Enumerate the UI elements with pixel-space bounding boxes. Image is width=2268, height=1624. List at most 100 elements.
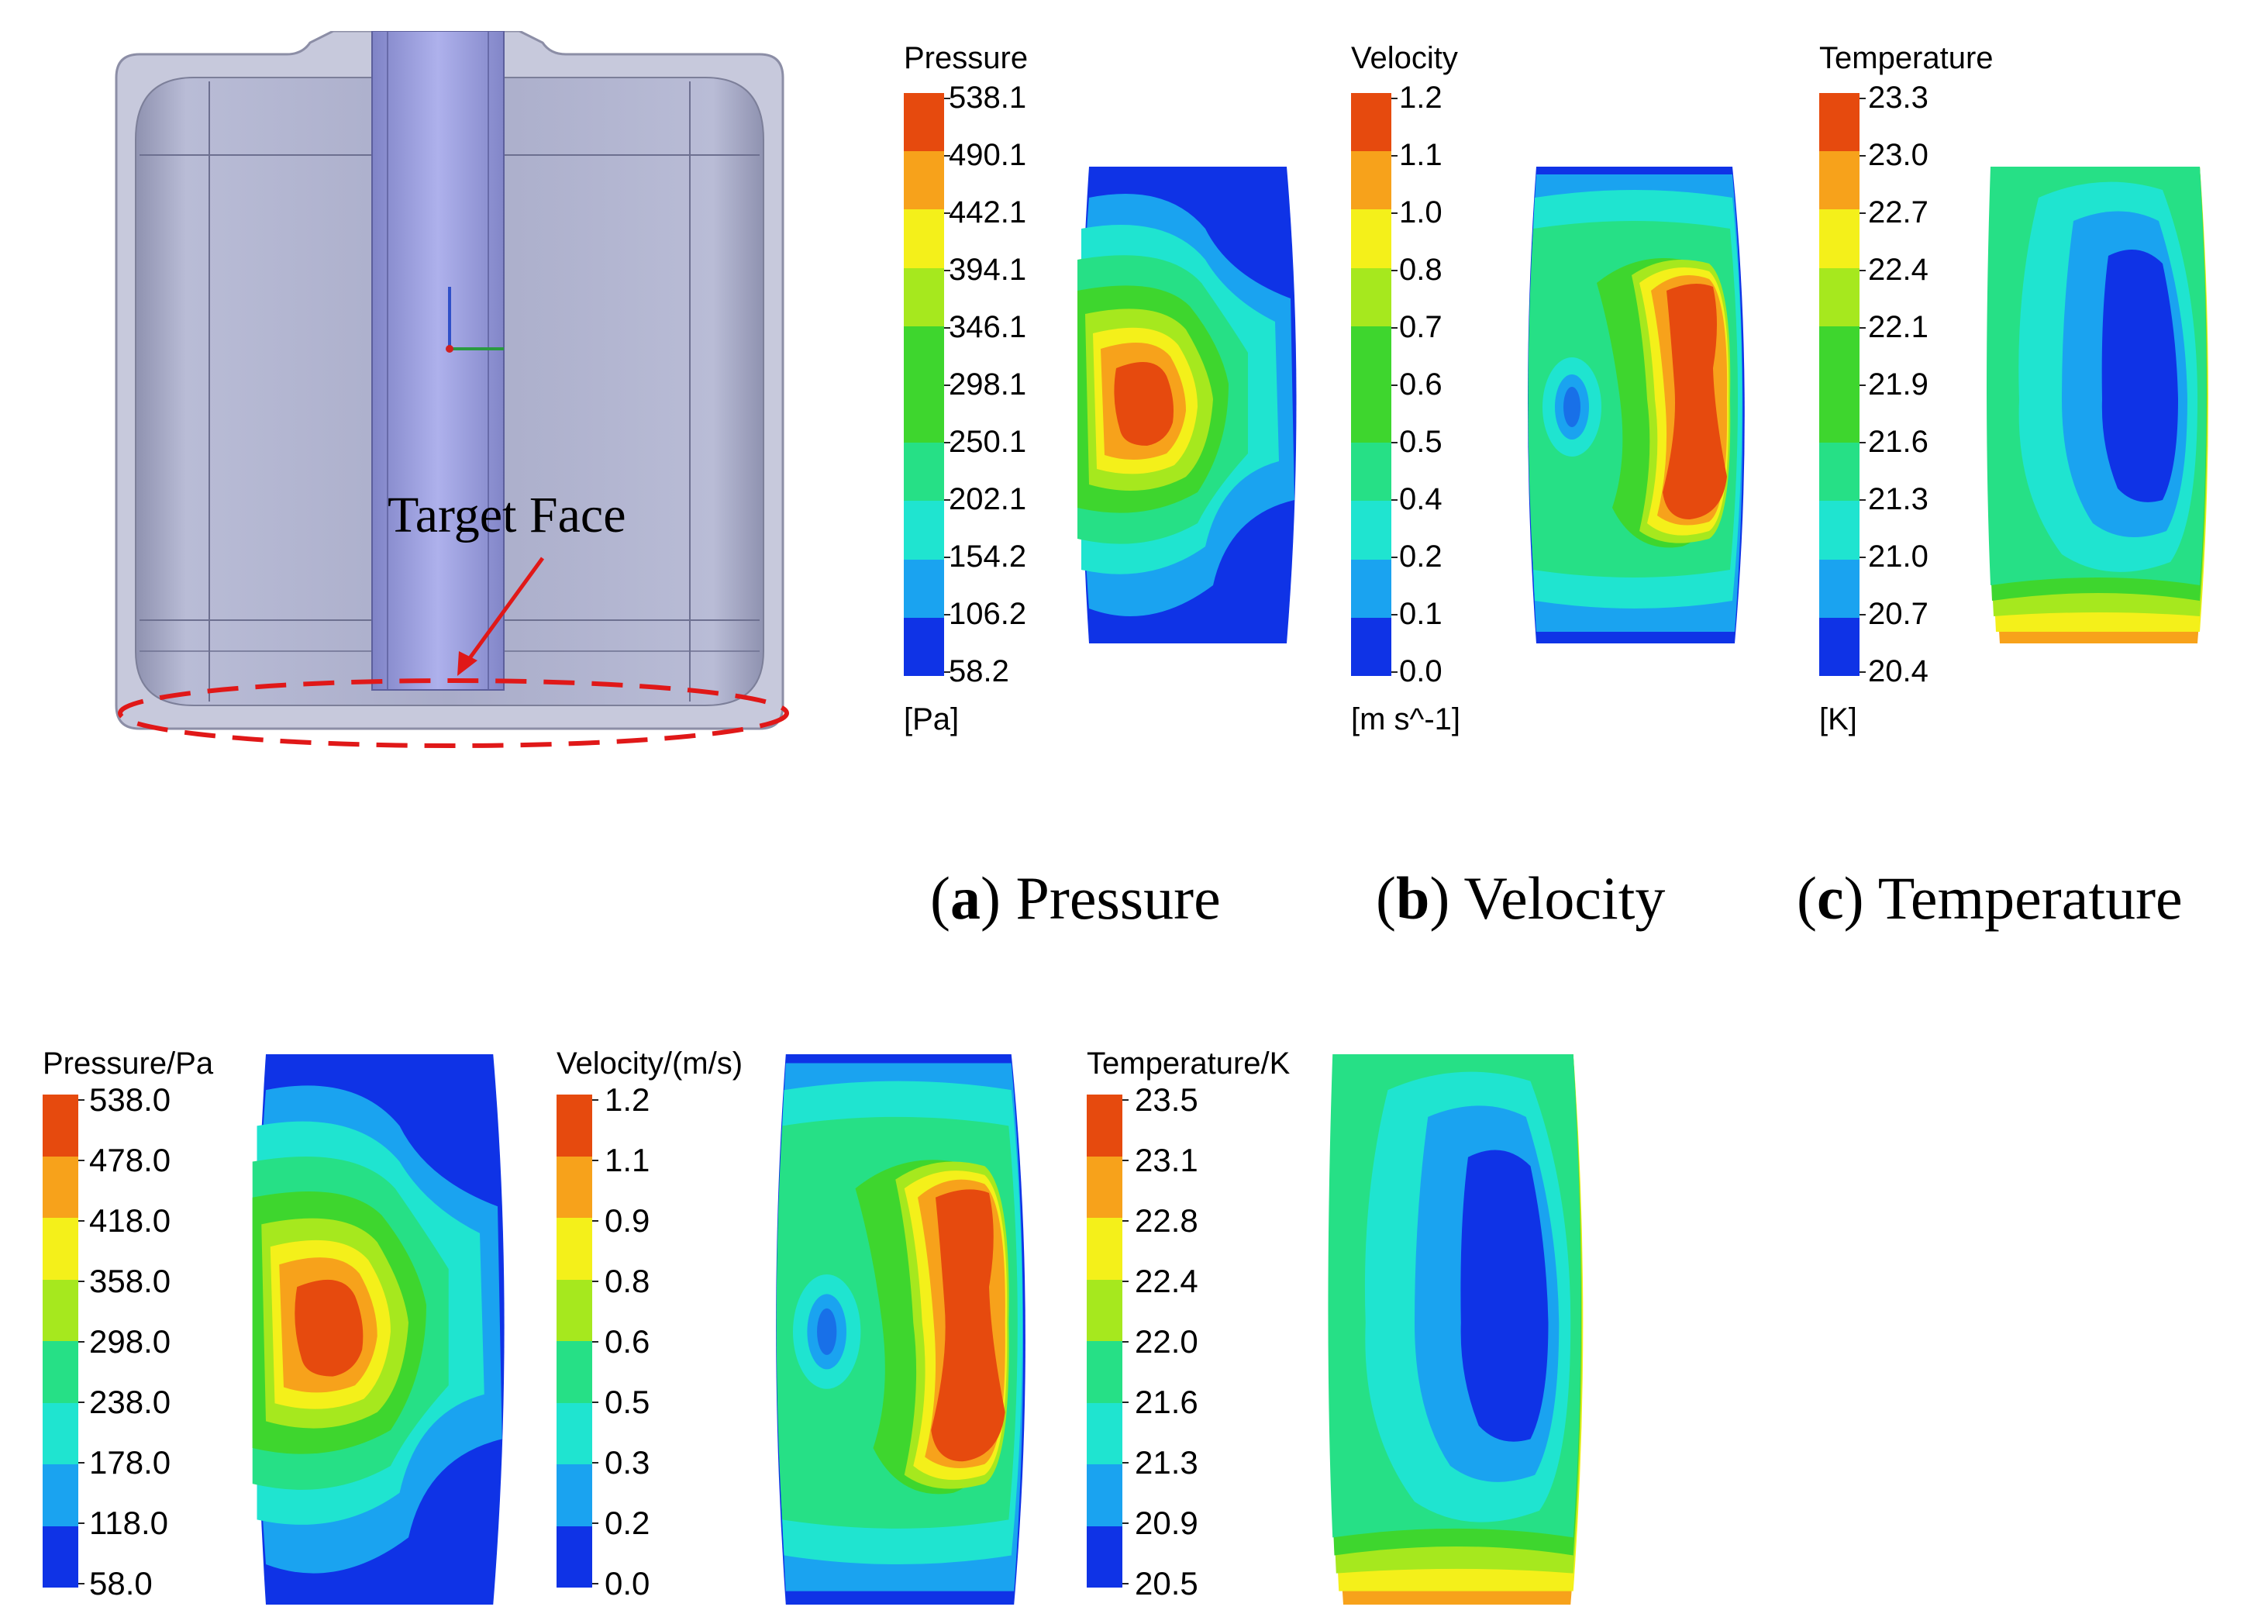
top-pressure-tick-label: 490.1 — [949, 138, 1027, 172]
colorbar-band — [1351, 151, 1391, 210]
colorbar-band — [1819, 151, 1860, 210]
colorbar-band — [1819, 501, 1860, 560]
top-temperature-tick-label: 21.3 — [1868, 482, 1928, 516]
colorbar-band — [1819, 93, 1860, 152]
bottom-pressure-tick-label: 478.0 — [89, 1142, 171, 1178]
top-velocity-tick-label: 0.6 — [1399, 367, 1442, 402]
bottom-temperature-contour — [1328, 1054, 1584, 1605]
colorbar-band — [1087, 1464, 1122, 1526]
top-velocity-tick-mark — [1391, 270, 1398, 271]
bottom-pressure-title: Pressure/Pa — [43, 1046, 214, 1081]
colorbar-band — [1087, 1526, 1122, 1588]
bottom-temperature-tick-mark — [1122, 1099, 1129, 1101]
top-pressure-tick-mark — [944, 98, 950, 99]
colorbar-band — [557, 1218, 592, 1280]
bottom-velocity-tick-mark — [592, 1522, 598, 1524]
colorbar-band — [904, 443, 944, 502]
colorbar-band — [904, 617, 944, 677]
top-temperature-tick-mark — [1860, 212, 1866, 214]
top-temperature-tick-label: 21.9 — [1868, 367, 1928, 402]
bottom-velocity-tick-mark — [592, 1160, 598, 1161]
top-temperature-tick-label: 20.4 — [1868, 654, 1928, 688]
top-velocity-tick-label: 0.0 — [1399, 654, 1442, 688]
axis-triad-icon — [446, 287, 504, 353]
colorbar-band — [904, 501, 944, 560]
bottom-pressure-tick-mark — [78, 1220, 84, 1222]
shaft — [371, 31, 505, 691]
colorbar-band — [904, 209, 944, 268]
bottom-velocity-tick-label: 0.2 — [605, 1505, 650, 1541]
colorbar-band — [1819, 443, 1860, 502]
top-pressure-unit: [Pa] — [904, 702, 960, 736]
bottom-pressure-tick-label: 178.0 — [89, 1444, 171, 1481]
bottom-velocity-tick-label: 0.0 — [605, 1565, 650, 1602]
top-temperature-tick-mark — [1860, 671, 1866, 673]
bottom-temperature-tick-mark — [1122, 1402, 1129, 1403]
top-velocity-tick-mark — [1391, 327, 1398, 329]
bottom-temperature-title: Temperature/K — [1087, 1046, 1291, 1081]
top-temperature-tick-mark — [1860, 270, 1866, 271]
bottom-pressure-tick-mark — [78, 1583, 84, 1584]
colorbar-band — [1819, 326, 1860, 385]
colorbar-band — [1819, 209, 1860, 268]
bottom-pressure-tick-mark — [78, 1522, 84, 1524]
top-velocity-tick-label: 0.2 — [1399, 540, 1442, 574]
top-pressure-tick-label: 154.2 — [949, 540, 1027, 574]
top-pressure-tick-label: 442.1 — [949, 195, 1027, 229]
bottom-temperature-tick-mark — [1122, 1281, 1129, 1282]
bottom-pressure-tick-label: 298.0 — [89, 1323, 171, 1360]
bottom-velocity-tick-mark — [592, 1402, 598, 1403]
colorbar-band — [557, 1279, 592, 1341]
bottom-temperature-colorbar — [1087, 1095, 1122, 1588]
colorbar-band — [1819, 559, 1860, 618]
top-velocity-tick-mark — [1391, 557, 1398, 558]
bottom-velocity-tick-label: 0.6 — [605, 1323, 650, 1360]
colorbar-band — [1087, 1341, 1122, 1403]
bottom-temperature-tick-label: 22.8 — [1135, 1202, 1198, 1239]
colorbar-band — [1351, 326, 1391, 385]
top-velocity-tick-label: 1.2 — [1399, 81, 1442, 115]
bottom-temperature-tick-label: 23.1 — [1135, 1142, 1198, 1178]
top-pressure-tick-mark — [944, 499, 950, 501]
bottom-pressure-colorbar — [43, 1095, 78, 1588]
top-velocity-colorbar — [1351, 93, 1391, 677]
colorbar-band — [43, 1218, 78, 1280]
bottom-velocity-tick-mark — [592, 1281, 598, 1282]
colorbar-band — [1351, 384, 1391, 443]
top-velocity-tick-mark — [1391, 442, 1398, 443]
colorbar-band — [557, 1464, 592, 1526]
colorbar-band — [1351, 209, 1391, 268]
bottom-pressure-tick-mark — [78, 1341, 84, 1343]
colorbar-band — [1819, 384, 1860, 443]
top-pressure-title: Pressure — [904, 41, 1029, 75]
target-face-label: Target Face — [388, 487, 626, 543]
bottom-velocity-tick-mark — [592, 1099, 598, 1101]
bottom-velocity-colorbar — [557, 1095, 592, 1588]
bottom-velocity-tick-label: 0.9 — [605, 1202, 650, 1239]
colorbar-band — [43, 1156, 78, 1218]
bottom-velocity-tick-mark — [592, 1462, 598, 1464]
top-velocity-tick-mark — [1391, 155, 1398, 157]
top-temperature-tick-mark — [1860, 442, 1866, 443]
colorbar-band — [904, 93, 944, 152]
colorbar-band — [43, 1402, 78, 1464]
top-pressure-tick-mark — [944, 614, 950, 615]
colorbar-band — [43, 1095, 78, 1157]
colorbar-band — [43, 1526, 78, 1588]
colorbar-band — [1087, 1402, 1122, 1464]
bottom-velocity-tick-label: 0.3 — [605, 1444, 650, 1481]
top-pressure-tick-mark — [944, 270, 950, 271]
bottom-pressure-tick-mark — [78, 1462, 84, 1464]
top-temperature-tick-label: 22.1 — [1868, 310, 1928, 344]
colorbar-band — [1351, 267, 1391, 326]
bottom-pressure-tick-label: 58.0 — [89, 1565, 153, 1602]
top-velocity-tick-label: 0.5 — [1399, 425, 1442, 459]
colorbar-band — [1819, 267, 1860, 326]
caption-c: (c) Temperature — [1797, 864, 2183, 932]
bottom-pressure-tick-label: 118.0 — [89, 1505, 168, 1541]
bottom-temperature-tick-label: 22.0 — [1135, 1323, 1198, 1360]
top-velocity-title: Velocity — [1351, 41, 1458, 75]
colorbar-band — [43, 1279, 78, 1341]
bottom-pressure-tick-label: 418.0 — [89, 1202, 171, 1239]
top-pressure-tick-mark — [944, 557, 950, 558]
